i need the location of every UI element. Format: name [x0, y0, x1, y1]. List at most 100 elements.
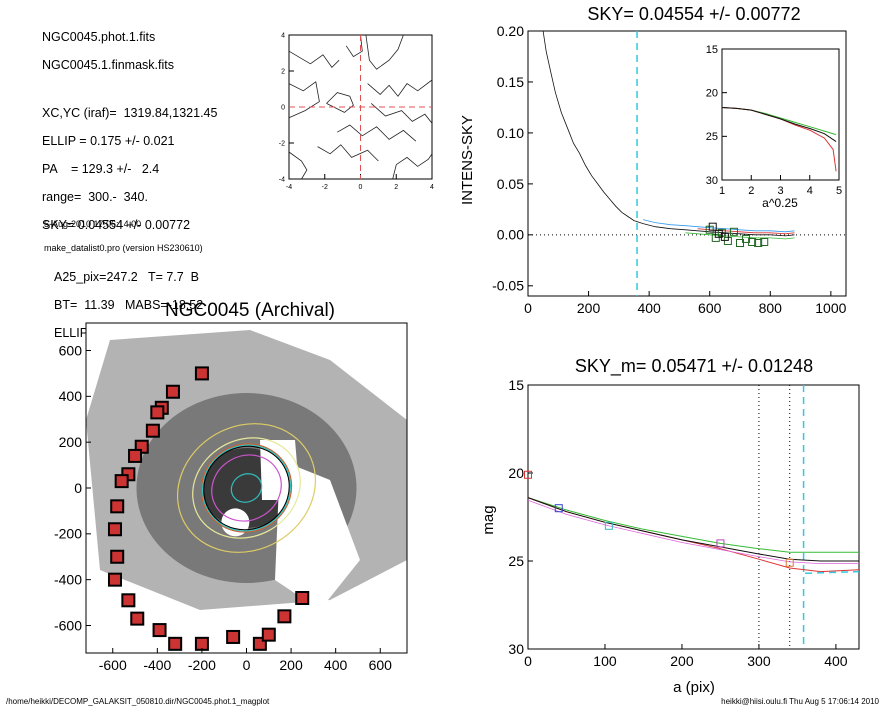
sky-box-marker	[277, 609, 292, 624]
mag-ytick-label: 20	[508, 465, 524, 481]
mag-plot: SKY_m= 0.05471 +/- 0.01248 mag a (pix) 0…	[480, 356, 860, 696]
sky-profile-line	[542, 30, 795, 237]
contour-line	[392, 153, 433, 180]
isophote-ellipse	[201, 444, 292, 532]
sky-box-marker	[261, 627, 276, 642]
mag-ytick-label: 15	[508, 377, 524, 393]
isophote-ellipse	[200, 443, 293, 533]
sky-xtick-label: 200	[577, 300, 601, 316]
center-coords: XC,YC (iraf)= 1319.84,1321.45	[42, 106, 218, 120]
contour-ytick-label: 2	[281, 68, 285, 75]
contour-xtick-label: -4	[286, 184, 292, 191]
sky-title: SKY= 0.04554 +/- 0.00772	[587, 4, 800, 24]
sky-profile-blue	[643, 219, 795, 233]
inset-ytick-label: 15	[706, 44, 718, 56]
image-xtick-label: 400	[324, 657, 348, 673]
run-info: 5-Aug-2010 17:06:14.00 make_datalist0.pr…	[44, 206, 203, 266]
inset-black-line	[721, 107, 837, 143]
contour-plot: -4 -2 0 2 4 -4 -2 0 2 4	[279, 32, 434, 191]
sky-plot: SKY= 0.04554 +/- 0.00772 INTENS-SKY a^0.…	[459, 4, 847, 316]
mag-xtick-label: 200	[670, 653, 694, 669]
inset-xtick-label: 2	[748, 185, 754, 197]
sky-inset-frame	[721, 48, 840, 181]
program-name: make_datalist0.pro (version HS230610)	[44, 243, 203, 253]
mag-point	[716, 539, 725, 548]
fits-file: NGC0045.phot.1.fits	[42, 30, 156, 44]
sky-box-marker	[121, 593, 136, 608]
inset-xtick-label: 3	[777, 185, 783, 197]
contour-line	[370, 103, 433, 124]
mag-magenta-line	[527, 499, 859, 564]
mag-xtick-label: 300	[747, 653, 771, 669]
inset-xtick-label: 5	[836, 185, 842, 197]
sky-box-marker	[295, 591, 310, 605]
image-title: NGC0045 (Archival)	[165, 300, 335, 321]
sky-frame	[527, 30, 847, 297]
mag-point	[604, 521, 613, 530]
sky-point	[760, 237, 769, 246]
sky-box-marker	[150, 405, 165, 420]
image-xtick-label: -600	[99, 657, 127, 673]
sky-point	[754, 239, 763, 247]
isophote-ellipse	[192, 437, 301, 539]
contour-line	[288, 151, 308, 180]
image-ytick-label: 400	[59, 388, 83, 404]
sky-point	[720, 232, 729, 241]
image-xtick-label: 600	[369, 657, 393, 673]
contour-xtick-label: 0	[359, 184, 363, 191]
sky-box-marker	[107, 572, 122, 587]
sky-point	[729, 227, 738, 236]
sky-xtick-label: 1000	[815, 300, 846, 316]
inset-xlabel: a^0.25	[762, 196, 798, 210]
inset-ytick-label: 25	[706, 131, 718, 143]
position-angle: PA = 129.3 +/- 2.4	[42, 162, 160, 176]
sky-box-marker	[110, 549, 125, 564]
sky-box-marker	[226, 629, 241, 644]
image-ytick-label: -400	[54, 572, 82, 588]
image-plot: NGC0045 (Archival) -600 -400 -200 0 200 400 60…	[54, 300, 408, 673]
mag-xtick-label: 0	[524, 653, 532, 669]
sky-point	[736, 239, 744, 247]
sky-box-marker	[110, 499, 125, 514]
mag-black-line	[527, 497, 859, 562]
inset-xtick-label: 4	[807, 185, 813, 197]
image-xtick-label: -200	[188, 657, 216, 673]
mag-green-line	[527, 497, 859, 553]
contour-ytick-label: 0	[281, 104, 285, 111]
a25-info: A25_pix=247.2 T= 7.7 B	[54, 270, 200, 284]
contour-xtick-label: -2	[322, 184, 328, 191]
ellipticity: ELLIP = 0.175 +/- 0.021	[42, 134, 175, 148]
sky-box-marker	[152, 623, 167, 638]
mag-frame	[527, 384, 860, 650]
contour-line	[288, 50, 340, 69]
mag-point	[554, 504, 563, 513]
mag-point	[785, 558, 794, 567]
sky-box-marker	[165, 384, 180, 399]
mag-ylabel: mag	[480, 505, 497, 534]
mag-xtick-label: 100	[593, 653, 617, 669]
contour-line	[317, 144, 379, 162]
contour-line	[345, 34, 363, 58]
sky-box-marker	[145, 423, 160, 438]
contour-ytick-label: -4	[279, 176, 285, 183]
image-ytick-label: 200	[59, 434, 83, 450]
sky-ytick-label: 0.00	[497, 227, 524, 243]
contour-line	[326, 92, 354, 113]
contour-line	[367, 79, 433, 97]
contour-line	[288, 81, 320, 119]
footer-user: heikki@hiisi.oulu.fi Thu Aug 5 17:06:14 …	[721, 697, 879, 706]
inset-xtick-label: 1	[719, 185, 725, 197]
sky-ytick-label: -0.05	[492, 278, 524, 294]
run-date: 5-Aug-2010 17:06:14.00	[44, 219, 142, 229]
mag-xlabel: a (pix)	[673, 679, 715, 696]
mask-file: NGC0045.1.finmask.fits	[42, 58, 174, 72]
sky-xtick-label: 600	[698, 300, 722, 316]
image-xtick-label: 200	[279, 657, 303, 673]
mag-xtick-label: 400	[824, 653, 848, 669]
mag-cyan-line	[805, 570, 860, 575]
sky-xtick-label: 800	[759, 300, 783, 316]
image-ytick-label: 0	[74, 480, 82, 496]
sky-ytick-label: 0.10	[497, 125, 524, 141]
contour-line	[337, 124, 417, 142]
